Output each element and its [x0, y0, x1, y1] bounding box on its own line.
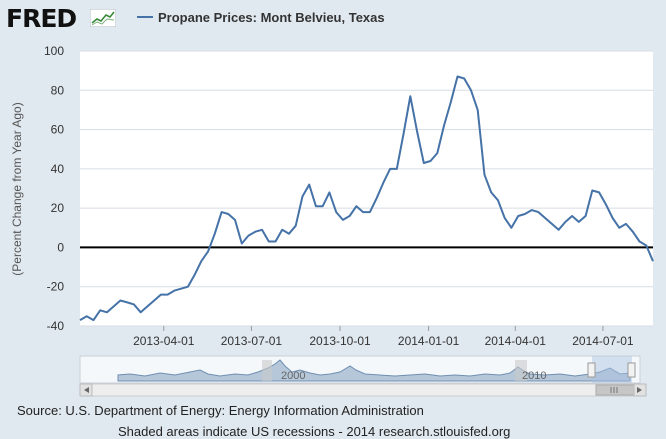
y-tick-label: 60 — [51, 123, 65, 137]
scrollbar-track[interactable] — [79, 383, 647, 397]
fred-logo-text: FRED — [6, 4, 77, 33]
y-tick-labels: -40 -20 0 20 40 60 80 100 — [44, 44, 64, 333]
scrollbar-left-arrow-icon — [84, 387, 89, 393]
navigator-handle-right[interactable] — [627, 362, 636, 378]
y-tick-label: 20 — [51, 201, 65, 215]
range-navigator[interactable]: 2000 2010 — [79, 355, 641, 384]
x-tick-label: 2014-01-01 — [398, 334, 460, 348]
source-note: Source: U.S. Department of Energy: Energ… — [17, 403, 424, 418]
navigator-handle-left[interactable] — [587, 362, 596, 378]
navigator-history-area — [117, 359, 631, 382]
navigator-shade-b — [515, 360, 527, 381]
recession-note: Shaded areas indicate US recessions - 20… — [118, 424, 511, 439]
legend-swatch — [137, 16, 153, 18]
x-tick-label: 2013-10-01 — [309, 334, 371, 348]
plot-area — [80, 51, 653, 326]
x-tick-label: 2013-04-01 — [133, 334, 195, 348]
navigator-year-2000: 2000 — [281, 370, 305, 382]
x-tick-label: 2013-07-01 — [221, 334, 283, 348]
navigator-shade-a — [262, 360, 272, 381]
series-line — [79, 75, 654, 322]
navigator-scrollbar[interactable] — [79, 383, 647, 397]
scrollbar-right-arrow-icon — [637, 387, 642, 393]
fred-mini-chart-icon — [90, 9, 116, 27]
x-tick-label: 2014-07-01 — [572, 334, 634, 348]
navigator-year-2010: 2010 — [522, 370, 546, 382]
legend-label-series: Propane Prices: Mont Belvieu, Texas — [158, 9, 385, 25]
chart-legend: Propane Prices: Mont Belvieu, Texas — [137, 9, 385, 25]
scrollbar-thumb[interactable] — [595, 384, 635, 396]
y-tick-label: 80 — [51, 83, 65, 97]
scrollbar-thumb-grip-icon — [610, 387, 618, 393]
series-group — [79, 75, 654, 322]
y-grid — [80, 50, 653, 327]
y-tick-label: 40 — [51, 162, 65, 176]
y-axis-label: (Percent Change from Year Ago) — [10, 102, 24, 275]
x-tick-labels: 2013-04-01 2013-07-01 2013-10-01 2014-01-01… — [133, 326, 634, 348]
y-tick-label: 0 — [57, 240, 64, 254]
x-tick-label: 2014-04-01 — [485, 334, 547, 348]
y-tick-label: 100 — [44, 44, 64, 58]
y-tick-label: -20 — [47, 280, 65, 294]
navigator-selection[interactable] — [592, 356, 632, 383]
y-tick-label: -40 — [47, 319, 65, 333]
fred-logo[interactable]: FRED — [6, 5, 116, 33]
